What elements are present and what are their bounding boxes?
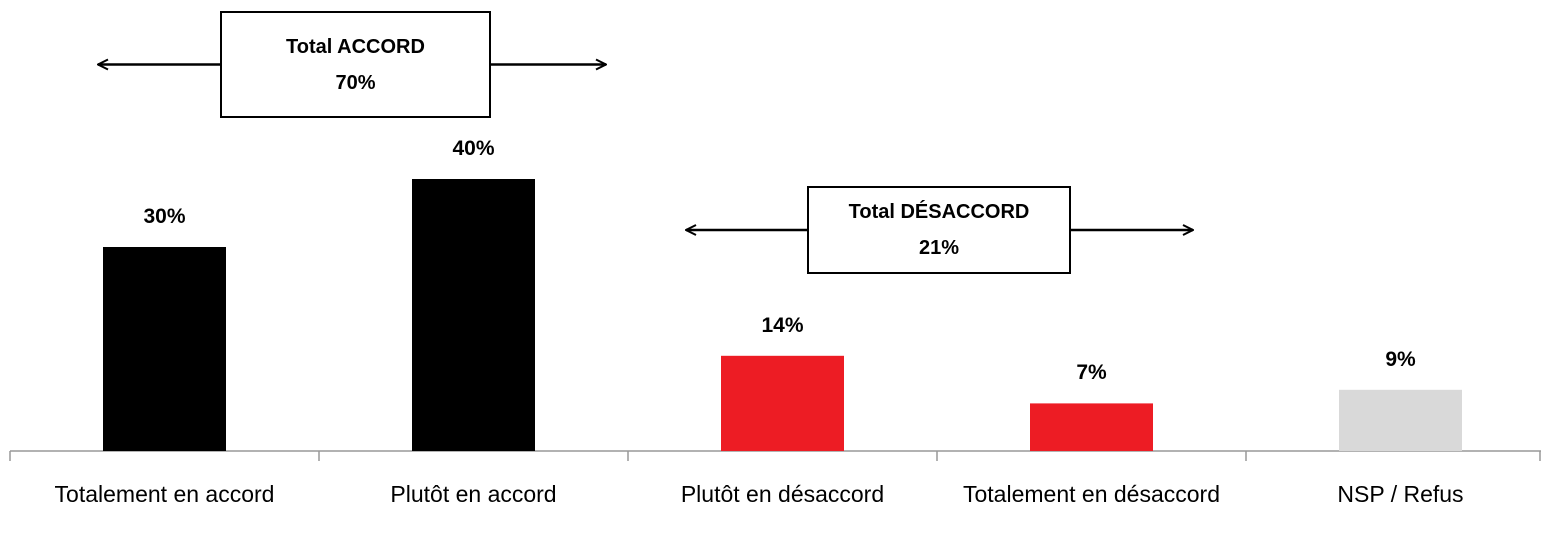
value-label: 30% [143, 205, 186, 228]
x-tick-label: Totalement en accord [54, 481, 275, 507]
bar [412, 179, 535, 451]
x-tick-label: NSP / Refus [1337, 481, 1464, 507]
value-label: 40% [452, 137, 495, 160]
bar [103, 247, 226, 451]
value-label: 7% [1076, 361, 1107, 385]
x-tick-label: Plutôt en désaccord [680, 481, 885, 507]
annotation-text: Total ACCORD [286, 35, 425, 58]
x-tick-label: Plutôt en accord [390, 481, 557, 507]
bar [1030, 403, 1153, 451]
annotation-text: 21% [918, 237, 960, 259]
bar [1339, 389, 1462, 451]
bar [721, 355, 844, 451]
annotation-box [220, 11, 491, 118]
annotation-text: Total DÉSACCORD [848, 201, 1030, 223]
x-tick-label: Totalement en désaccord [963, 481, 1220, 507]
annotation-box [807, 186, 1071, 274]
value-label: 14% [761, 313, 804, 337]
value-label: 9% [1385, 347, 1416, 371]
annotation-text: 70% [335, 71, 376, 94]
